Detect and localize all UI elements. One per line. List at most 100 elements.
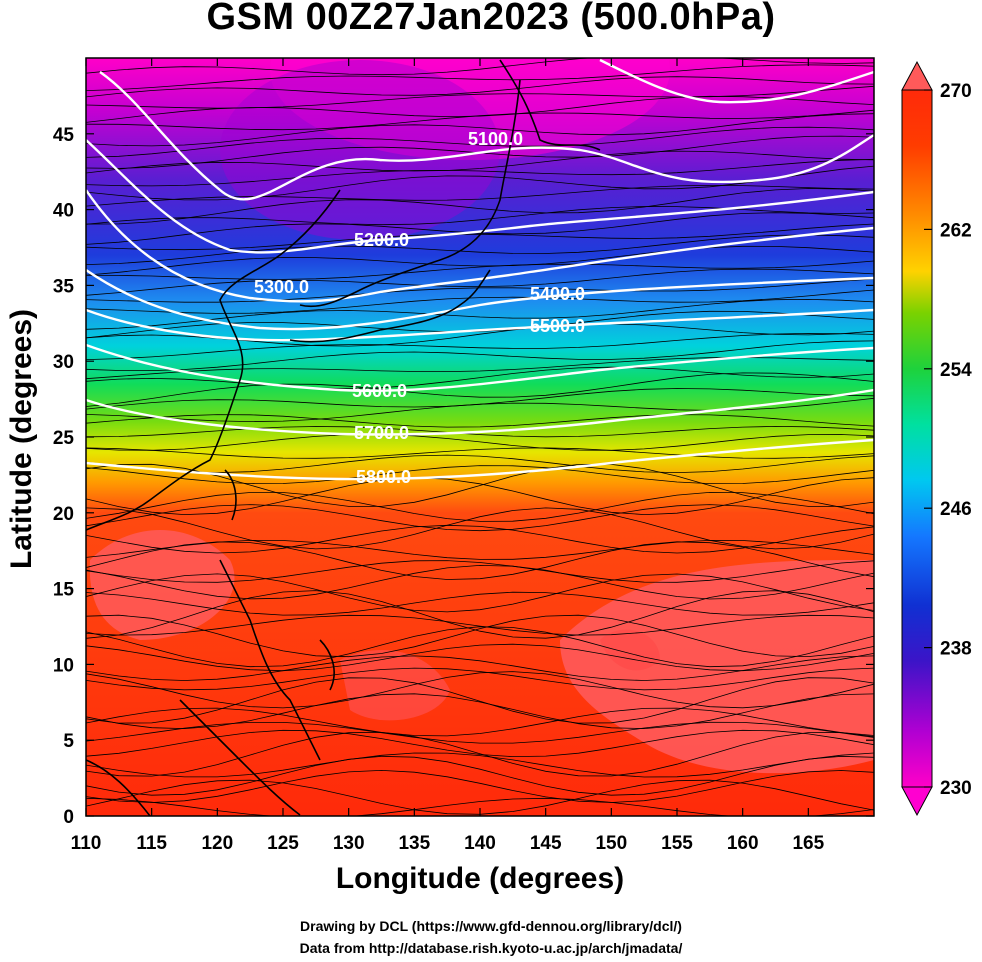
streamline — [86, 340, 874, 372]
contour-label: 5700.0 — [354, 423, 409, 443]
streamline — [86, 524, 874, 554]
streamline — [86, 769, 874, 803]
streamline — [86, 150, 874, 174]
streamline — [86, 113, 874, 147]
contour-label: 5800.0 — [356, 467, 411, 487]
streamline — [86, 268, 874, 296]
streamline — [86, 731, 874, 777]
x-tick-label: 165 — [792, 833, 824, 854]
streamline — [86, 447, 874, 459]
y-axis-label: Latitude (degrees) — [5, 308, 38, 570]
y-tick-label: 20 — [53, 504, 74, 525]
streamline — [86, 560, 874, 583]
colorbar: 230 238 246 254 262 270 — [901, 60, 972, 817]
colorbar-tick-label: 270 — [940, 81, 972, 102]
colorbar-tick-label: 262 — [940, 220, 972, 241]
streamline — [86, 671, 874, 709]
streamline — [86, 591, 874, 616]
streamline — [86, 707, 874, 737]
streamline — [86, 188, 874, 225]
x-tick-label: 145 — [530, 833, 562, 854]
streamline — [86, 206, 874, 226]
streamline — [86, 109, 874, 131]
page-title: GSM 00Z27Jan2023 (500.0hPa) — [206, 0, 776, 38]
streamline — [86, 165, 874, 201]
streamline — [86, 366, 874, 390]
y-tick-label: 0 — [63, 807, 74, 828]
contour-label: 5100.0 — [468, 129, 523, 149]
streamline — [86, 76, 874, 98]
streamline — [86, 590, 874, 639]
streamline — [86, 507, 874, 550]
y-tick-label: 30 — [53, 352, 74, 373]
x-axis: 110 115 120 125 130 135 140 145 150 155 160 165 — [71, 58, 825, 854]
colorbar-tick-label: 238 — [940, 639, 972, 660]
x-tick-label: 130 — [333, 833, 365, 854]
streamline — [86, 721, 874, 744]
y-tick-label: 35 — [53, 276, 75, 297]
streamline — [86, 332, 874, 360]
y-tick-label: 40 — [53, 201, 74, 222]
x-tick-label: 125 — [267, 833, 299, 854]
x-tick-label: 115 — [136, 833, 167, 854]
y-tick-label: 45 — [53, 125, 75, 146]
y-tick-label: 5 — [63, 731, 74, 752]
colorbar-tick-label: 246 — [940, 499, 972, 520]
streamline — [86, 414, 874, 428]
streamline — [86, 463, 874, 507]
streamline — [86, 64, 874, 91]
x-axis-label: Longitude (degrees) — [335, 862, 625, 895]
x-tick-label: 110 — [71, 833, 102, 854]
contour-label: 5200.0 — [354, 230, 409, 250]
streamline — [86, 245, 874, 276]
streamline — [86, 477, 874, 516]
streamline — [86, 677, 874, 724]
x-tick-label: 150 — [595, 833, 627, 854]
streamline — [86, 260, 874, 280]
streamline — [86, 541, 874, 580]
y-tick-label: 25 — [53, 428, 75, 449]
y-tick-label: 15 — [53, 580, 75, 601]
streamline — [86, 504, 874, 532]
streamline — [86, 626, 874, 668]
streamline — [86, 372, 874, 407]
x-tick-label: 140 — [464, 833, 496, 854]
colorbar-bottom-arrow — [901, 786, 933, 817]
contour-label: 5400.0 — [530, 284, 585, 304]
streamline — [86, 126, 874, 158]
temperature-field — [86, 58, 874, 816]
streamline — [86, 425, 874, 438]
streamline — [86, 212, 874, 245]
streamline — [86, 655, 874, 681]
streamline — [86, 85, 874, 109]
streamline — [86, 614, 874, 636]
contours — [86, 58, 874, 481]
streamline — [86, 667, 874, 691]
streamline — [86, 465, 874, 485]
y-tick-label: 10 — [53, 655, 74, 676]
y-axis: 0 5 10 15 20 25 30 35 40 45 — [53, 125, 874, 828]
contour-label: 5300.0 — [254, 277, 309, 297]
streamline — [86, 573, 874, 613]
streamline — [86, 614, 874, 658]
x-tick-label: 135 — [398, 833, 430, 854]
streamline — [86, 693, 874, 730]
x-tick-label: 160 — [727, 833, 759, 854]
streamline — [86, 184, 874, 207]
streamline — [86, 752, 874, 778]
contour-label: 5600.0 — [352, 381, 407, 401]
colorbar-gradient — [901, 89, 933, 788]
x-tick-label: 155 — [661, 833, 693, 854]
colorbar-tick-label: 254 — [940, 360, 972, 381]
streamlines — [86, 58, 874, 816]
coastlines — [86, 59, 601, 816]
streamline — [86, 289, 874, 314]
streamline — [86, 298, 874, 330]
streamline — [86, 234, 874, 265]
contour-labels: 5100.0 5200.0 5300.0 5400.0 5500.0 5600.… — [254, 129, 585, 487]
streamline — [86, 755, 874, 796]
streamline — [86, 158, 874, 187]
streamline — [86, 397, 874, 423]
